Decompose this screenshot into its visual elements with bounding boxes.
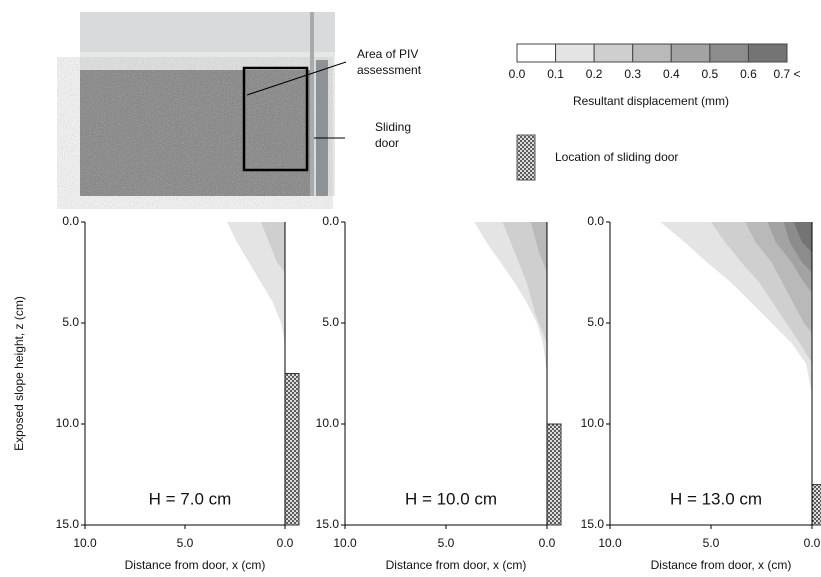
door-icon xyxy=(516,134,536,181)
annotation: assessment xyxy=(357,63,422,77)
colorbar-label: 0.3 xyxy=(624,67,641,81)
y-tick-label: 5.0 xyxy=(62,315,79,329)
y-tick-label: 15.0 xyxy=(316,517,340,531)
y-tick-label: 10.0 xyxy=(581,416,605,430)
x-axis-title: Distance from door, x (cm) xyxy=(125,558,266,572)
y-tick-label: 0.0 xyxy=(587,214,604,228)
annotation: door xyxy=(375,136,399,150)
colorbar-label: 0.2 xyxy=(586,67,603,81)
panel-label: H = 7.0 cm xyxy=(149,489,232,508)
colorbar-cell xyxy=(747,43,788,63)
x-tick-label: 0.0 xyxy=(804,536,821,550)
colorbar-label: 0.6 xyxy=(740,67,757,81)
colorbar-label: 0.4 xyxy=(663,67,680,81)
x-tick-label: 10.0 xyxy=(73,536,97,550)
annotation: Area of PIV xyxy=(357,47,418,61)
photo xyxy=(80,12,335,196)
colorbar-label: 0.1 xyxy=(547,67,564,81)
x-tick-label: 10.0 xyxy=(333,536,357,550)
x-tick-label: 10.0 xyxy=(598,536,622,550)
colorbar-cell xyxy=(593,43,634,63)
y-tick-label: 15.0 xyxy=(581,517,605,531)
colorbar-cell xyxy=(709,43,749,63)
x-axis-title: Distance from door, x (cm) xyxy=(386,558,527,572)
colorbar-cell xyxy=(516,43,557,63)
x-tick-label: 0.0 xyxy=(277,536,294,550)
colorbar-cell xyxy=(670,43,711,63)
sliding-door xyxy=(811,484,821,526)
contour-region xyxy=(227,222,285,344)
sliding-door xyxy=(284,373,300,526)
y-tick-label: 0.0 xyxy=(322,214,339,228)
legend-label: Location of sliding door xyxy=(555,150,678,164)
colorbar-cell xyxy=(632,43,672,63)
sliding-door xyxy=(546,423,562,526)
contour-region xyxy=(261,222,285,273)
contour-region xyxy=(530,222,547,273)
contour-region xyxy=(502,222,547,344)
x-axis-title: Distance from door, x (cm) xyxy=(651,558,792,572)
legend-title: Resultant displacement (mm) xyxy=(573,94,729,108)
contour-region xyxy=(793,222,812,253)
panel-label: H = 10.0 cm xyxy=(405,489,497,508)
y-tick-label: 5.0 xyxy=(587,315,604,329)
x-tick-label: 0.0 xyxy=(539,536,556,550)
colorbar-label: 0.7 < xyxy=(773,67,800,81)
y-axis-title: Exposed slope height, z (cm) xyxy=(12,296,26,451)
y-tick-label: 0.0 xyxy=(62,214,79,228)
colorbar-cell xyxy=(555,43,595,63)
annotation: Sliding xyxy=(375,120,411,134)
colorbar-label: 0.0 xyxy=(509,67,526,81)
y-tick-label: 10.0 xyxy=(56,416,80,430)
x-tick-label: 5.0 xyxy=(438,536,455,550)
y-tick-label: 10.0 xyxy=(316,416,340,430)
panel-label: H = 13.0 cm xyxy=(670,489,762,508)
arrow xyxy=(246,61,347,96)
colorbar-label: 0.5 xyxy=(702,67,719,81)
x-tick-label: 5.0 xyxy=(177,536,194,550)
x-tick-label: 5.0 xyxy=(703,536,720,550)
y-tick-label: 15.0 xyxy=(56,517,80,531)
y-tick-label: 5.0 xyxy=(322,315,339,329)
